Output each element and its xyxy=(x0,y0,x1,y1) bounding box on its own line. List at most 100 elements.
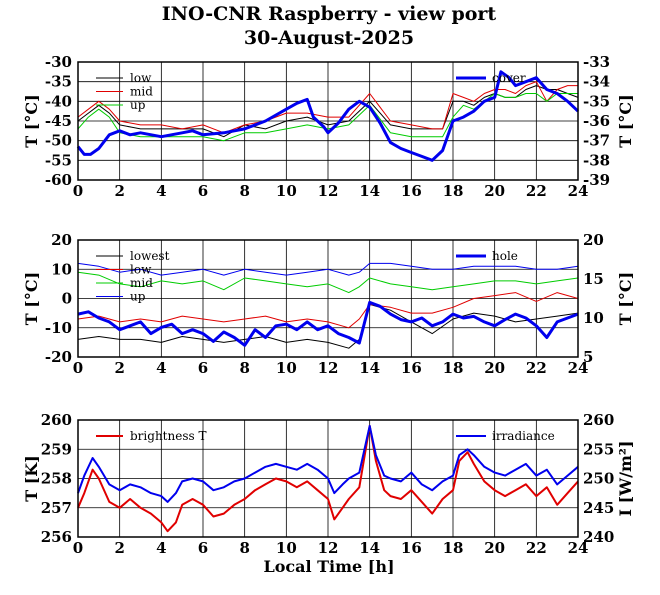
y-right-tick-label: 20 xyxy=(583,231,604,249)
x-tick-label: 6 xyxy=(198,539,208,557)
series-line-mid xyxy=(77,81,578,134)
y-tick-label: -30 xyxy=(45,53,72,71)
plot-frame xyxy=(77,419,579,538)
y-axis-label: T [K] xyxy=(22,455,41,502)
legend-label: hole xyxy=(492,249,518,263)
y-tick-label: 260 xyxy=(41,411,72,429)
x-tick-label: 8 xyxy=(239,359,249,377)
y-right-tick-label: -37 xyxy=(583,132,610,150)
x-tick-label: 4 xyxy=(156,539,166,557)
x-tick-label: 10 xyxy=(276,182,297,200)
y-right-tick-label: 255 xyxy=(583,440,614,458)
series-line-up xyxy=(77,262,579,276)
y-tick-label: 20 xyxy=(51,231,72,249)
x-tick-label: 2 xyxy=(114,359,124,377)
x-tick-label: 20 xyxy=(484,359,505,377)
y-tick-label: -50 xyxy=(45,132,72,150)
y-axis-label-right: I [W/m²] xyxy=(616,441,635,517)
y-tick-label: -35 xyxy=(45,73,72,91)
series-line-mid xyxy=(77,271,579,294)
y-right-tick-label: -35 xyxy=(583,92,610,110)
series-line-low xyxy=(77,85,579,138)
y-axis-label: T [°C] xyxy=(22,272,41,325)
x-tick-label: 0 xyxy=(73,539,83,557)
x-tick-label: 6 xyxy=(198,182,208,200)
legend-label: low xyxy=(130,71,152,85)
y-tick-label: 10 xyxy=(51,260,72,278)
legend-label: cover xyxy=(492,71,526,85)
series-line-hole xyxy=(77,300,579,347)
x-axis-label: Local Time [h] xyxy=(263,557,394,576)
series-line-cover xyxy=(76,70,580,162)
legend-label: lowest xyxy=(130,249,170,263)
chart-title: INO-CNR Raspberry - view port xyxy=(162,3,497,25)
y-right-tick-label: 240 xyxy=(583,528,614,546)
x-tick-label: 2 xyxy=(114,182,124,200)
x-tick-label: 8 xyxy=(239,539,249,557)
x-tick-label: 16 xyxy=(401,359,422,377)
legend-label: mid xyxy=(130,276,153,290)
x-tick-label: 18 xyxy=(443,539,464,557)
y-tick-label: -55 xyxy=(45,151,72,169)
series-line-low xyxy=(77,292,579,329)
series-line-up xyxy=(77,93,578,142)
x-tick-label: 12 xyxy=(318,539,339,557)
y-tick-label: 257 xyxy=(41,499,72,517)
x-tick-label: 18 xyxy=(443,359,464,377)
x-tick-label: 24 xyxy=(568,182,589,200)
y-tick-label: 258 xyxy=(41,470,72,488)
y-right-tick-label: -36 xyxy=(583,112,610,130)
legend-label: mid xyxy=(130,85,153,99)
y-tick-label: -20 xyxy=(45,348,72,366)
series-line-brightness-T xyxy=(77,424,579,533)
x-tick-label: 22 xyxy=(526,182,547,200)
y-right-tick-label: 260 xyxy=(583,411,614,429)
plot-frame xyxy=(77,61,579,181)
x-tick-label: 22 xyxy=(526,539,547,557)
y-axis-label: T [°C] xyxy=(22,94,41,147)
y-axis-label-right: T [°C] xyxy=(616,94,635,147)
y-tick-label: -10 xyxy=(45,319,72,337)
x-tick-label: 2 xyxy=(114,539,124,557)
x-tick-label: 6 xyxy=(198,359,208,377)
y-right-tick-label: 250 xyxy=(583,470,614,488)
plot-frame xyxy=(77,239,579,358)
y-right-tick-label: 10 xyxy=(583,309,604,327)
y-tick-label: 259 xyxy=(41,440,72,458)
y-right-tick-label: -34 xyxy=(583,73,610,91)
y-right-tick-label: 5 xyxy=(583,348,593,366)
y-tick-label: -60 xyxy=(45,171,72,189)
y-axis-label-right: T [°C] xyxy=(616,272,635,325)
y-tick-label: 0 xyxy=(62,290,72,308)
x-tick-label: 24 xyxy=(568,359,589,377)
x-tick-label: 24 xyxy=(568,539,589,557)
x-tick-label: 0 xyxy=(73,359,83,377)
series-line-irradiance xyxy=(77,424,579,503)
x-tick-label: 10 xyxy=(276,539,297,557)
x-tick-label: 12 xyxy=(318,359,339,377)
x-tick-label: 14 xyxy=(359,539,380,557)
chart-subtitle: 30-August-2025 xyxy=(244,27,414,49)
x-tick-label: 10 xyxy=(276,359,297,377)
x-tick-label: 16 xyxy=(401,182,422,200)
y-right-tick-label: -39 xyxy=(583,171,610,189)
x-tick-label: 18 xyxy=(443,182,464,200)
x-tick-label: 4 xyxy=(156,182,166,200)
x-tick-label: 16 xyxy=(401,539,422,557)
series-line-lowest xyxy=(77,303,579,349)
x-tick-label: 8 xyxy=(239,182,249,200)
x-tick-label: 12 xyxy=(318,182,339,200)
x-tick-label: 14 xyxy=(359,182,380,200)
y-right-tick-label: 245 xyxy=(583,499,614,517)
panel-1-temperature-layers: -30-35-40-45-50-55-60-33-34-35-36-37-38-… xyxy=(22,53,635,200)
legend-label: up xyxy=(130,98,146,112)
legend-label: up xyxy=(130,290,146,304)
x-tick-label: 14 xyxy=(359,359,380,377)
legend-label: low xyxy=(130,263,152,277)
x-tick-label: 20 xyxy=(484,182,505,200)
y-right-tick-label: -33 xyxy=(583,53,610,71)
y-right-tick-label: 15 xyxy=(583,270,604,288)
